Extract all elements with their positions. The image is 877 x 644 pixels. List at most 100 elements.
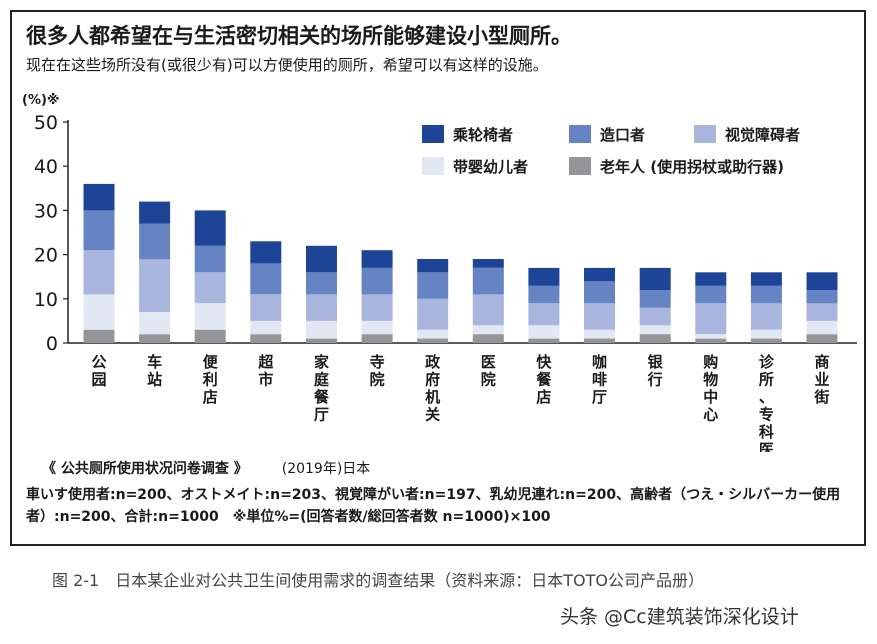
- legend-swatch: [569, 157, 591, 175]
- bar-segment: [306, 338, 337, 343]
- bar-segment: [528, 338, 560, 343]
- x-category-label: 购物中心: [703, 353, 718, 424]
- bar-segment: [306, 320, 337, 339]
- x-category-label: 寺院: [370, 353, 385, 389]
- bar-segment: [695, 334, 727, 339]
- bar-segment: [250, 263, 282, 295]
- bar-segment: [306, 272, 337, 295]
- bar-segment: [417, 338, 449, 343]
- y-tick-label: 40: [34, 156, 58, 178]
- legend-swatch: [422, 125, 444, 143]
- bar-segment: [139, 334, 171, 343]
- legend-label: 乘轮椅者: [452, 126, 513, 144]
- y-axis-unit-label: (%)※: [22, 93, 60, 108]
- bar-segment: [584, 267, 615, 282]
- bar-segment: [361, 250, 393, 268]
- bar-segment: [639, 325, 671, 335]
- bar-segment: [194, 329, 226, 343]
- legend-label: 老年人 (使用拐杖或助行器): [599, 158, 784, 176]
- bar-segment: [472, 259, 504, 268]
- bar-segment: [528, 325, 560, 339]
- bar-segment: [306, 245, 337, 273]
- bar-segment: [83, 183, 115, 211]
- bar-segment: [194, 272, 226, 304]
- survey-source: 《 公共厕所使用状况问卷调查 》 (2019年)日本: [42, 458, 370, 478]
- x-category-label: 医院: [481, 353, 496, 389]
- bar-segment: [250, 294, 282, 321]
- x-category-label: 便利店: [203, 353, 219, 406]
- bar-segment: [806, 272, 838, 290]
- bar-segment: [639, 267, 671, 290]
- x-category-label: 诊所、专科医院: [759, 353, 775, 452]
- bar-segment: [528, 303, 560, 326]
- bar-segment: [584, 329, 615, 339]
- watermark: 头条 @Cc建筑装饰深化设计: [560, 606, 799, 628]
- y-tick-label: 30: [34, 200, 58, 222]
- y-tick-label: 20: [34, 245, 58, 267]
- bar-segment: [361, 267, 393, 295]
- legend-label: 视觉障碍者: [725, 126, 800, 144]
- survey-label: 《 公共厕所使用状况问卷调查 》: [42, 461, 248, 477]
- bar-segment: [250, 241, 282, 264]
- x-category-label: 车站: [147, 353, 162, 389]
- bar-segment: [695, 272, 727, 286]
- bar-segment: [750, 303, 782, 330]
- x-category-label: 快餐店: [536, 353, 552, 406]
- bar-segment: [361, 334, 393, 343]
- bar-segment: [83, 250, 115, 295]
- sample-notes: 車いす使用者:n=200、オストメイト:n=203、視覚障がい者:n=197、乳…: [26, 487, 841, 525]
- bar-segment: [417, 329, 449, 339]
- bar-segment: [695, 338, 727, 343]
- x-category-label: 家庭餐厅: [314, 353, 330, 424]
- bar-segment: [584, 338, 615, 343]
- y-tick-label: 10: [34, 289, 58, 311]
- bar-segment: [472, 294, 504, 326]
- bar-segment: [806, 320, 838, 335]
- bar-segment: [584, 281, 615, 304]
- bar-segment: [806, 303, 838, 321]
- bar-segment: [528, 285, 560, 304]
- legend-swatch: [694, 125, 716, 143]
- stacked-bar-chart: (%)※ 0 10 20 30 40 50 公园 车站 便利店 超市 家庭餐厅 寺院 政府机关 医院 快餐店 咖…: [22, 93, 857, 452]
- bar-segment: [639, 334, 671, 343]
- figure-title: 很多人都希望在与生活密切相关的场所能够建设小型厕所。: [26, 24, 572, 48]
- bar-segment: [472, 325, 504, 335]
- bar-segment: [639, 290, 671, 308]
- bar-segment: [750, 329, 782, 339]
- bar-segment: [139, 312, 171, 335]
- x-category-label: 公园: [91, 353, 106, 389]
- bar-segment: [194, 245, 226, 273]
- bar-segment: [361, 294, 393, 321]
- bar-segment: [250, 320, 282, 335]
- figure-subtitle: 现在在这些场所没有(或很少有)可以方便使用的厕所，希望可以有这样的设施。: [26, 56, 548, 74]
- bar-segment: [139, 259, 171, 312]
- legend-label: 带婴幼儿者: [453, 158, 528, 176]
- bar-segment: [695, 285, 727, 304]
- bar-segment: [83, 329, 115, 343]
- bar-segment: [639, 307, 671, 326]
- x-category-label: 咖啡厅: [592, 353, 607, 406]
- figure-frame: 很多人都希望在与生活密切相关的场所能够建设小型厕所。 现在在这些场所没有(或很少…: [10, 10, 866, 546]
- x-category-label: 银行: [647, 353, 664, 389]
- bar-segment: [750, 285, 782, 304]
- bar-segment: [139, 201, 171, 224]
- x-category-label: 商业街: [813, 353, 829, 406]
- bar-segment: [417, 272, 449, 299]
- legend-swatch: [422, 157, 444, 175]
- bar-segment: [83, 210, 115, 251]
- legend-swatch: [569, 125, 591, 143]
- bar-segment: [528, 267, 560, 286]
- legend-label: 造口者: [600, 126, 645, 144]
- bar-segment: [361, 320, 393, 335]
- bar-segment: [83, 294, 115, 330]
- bar-segment: [250, 334, 282, 343]
- bar-segment: [695, 303, 727, 335]
- bar-segment: [584, 303, 615, 330]
- bar-segment: [750, 338, 782, 343]
- y-tick-label: 50: [34, 112, 58, 134]
- bar-segment: [417, 298, 449, 330]
- bar-segment: [472, 267, 504, 295]
- survey-year: (2019年)日本: [281, 461, 371, 477]
- y-tick-label: 0: [46, 333, 58, 355]
- figure-caption: 图 2-1 日本某企业对公共卫生间使用需求的调查结果（资料来源：日本TOTO公司…: [52, 571, 704, 590]
